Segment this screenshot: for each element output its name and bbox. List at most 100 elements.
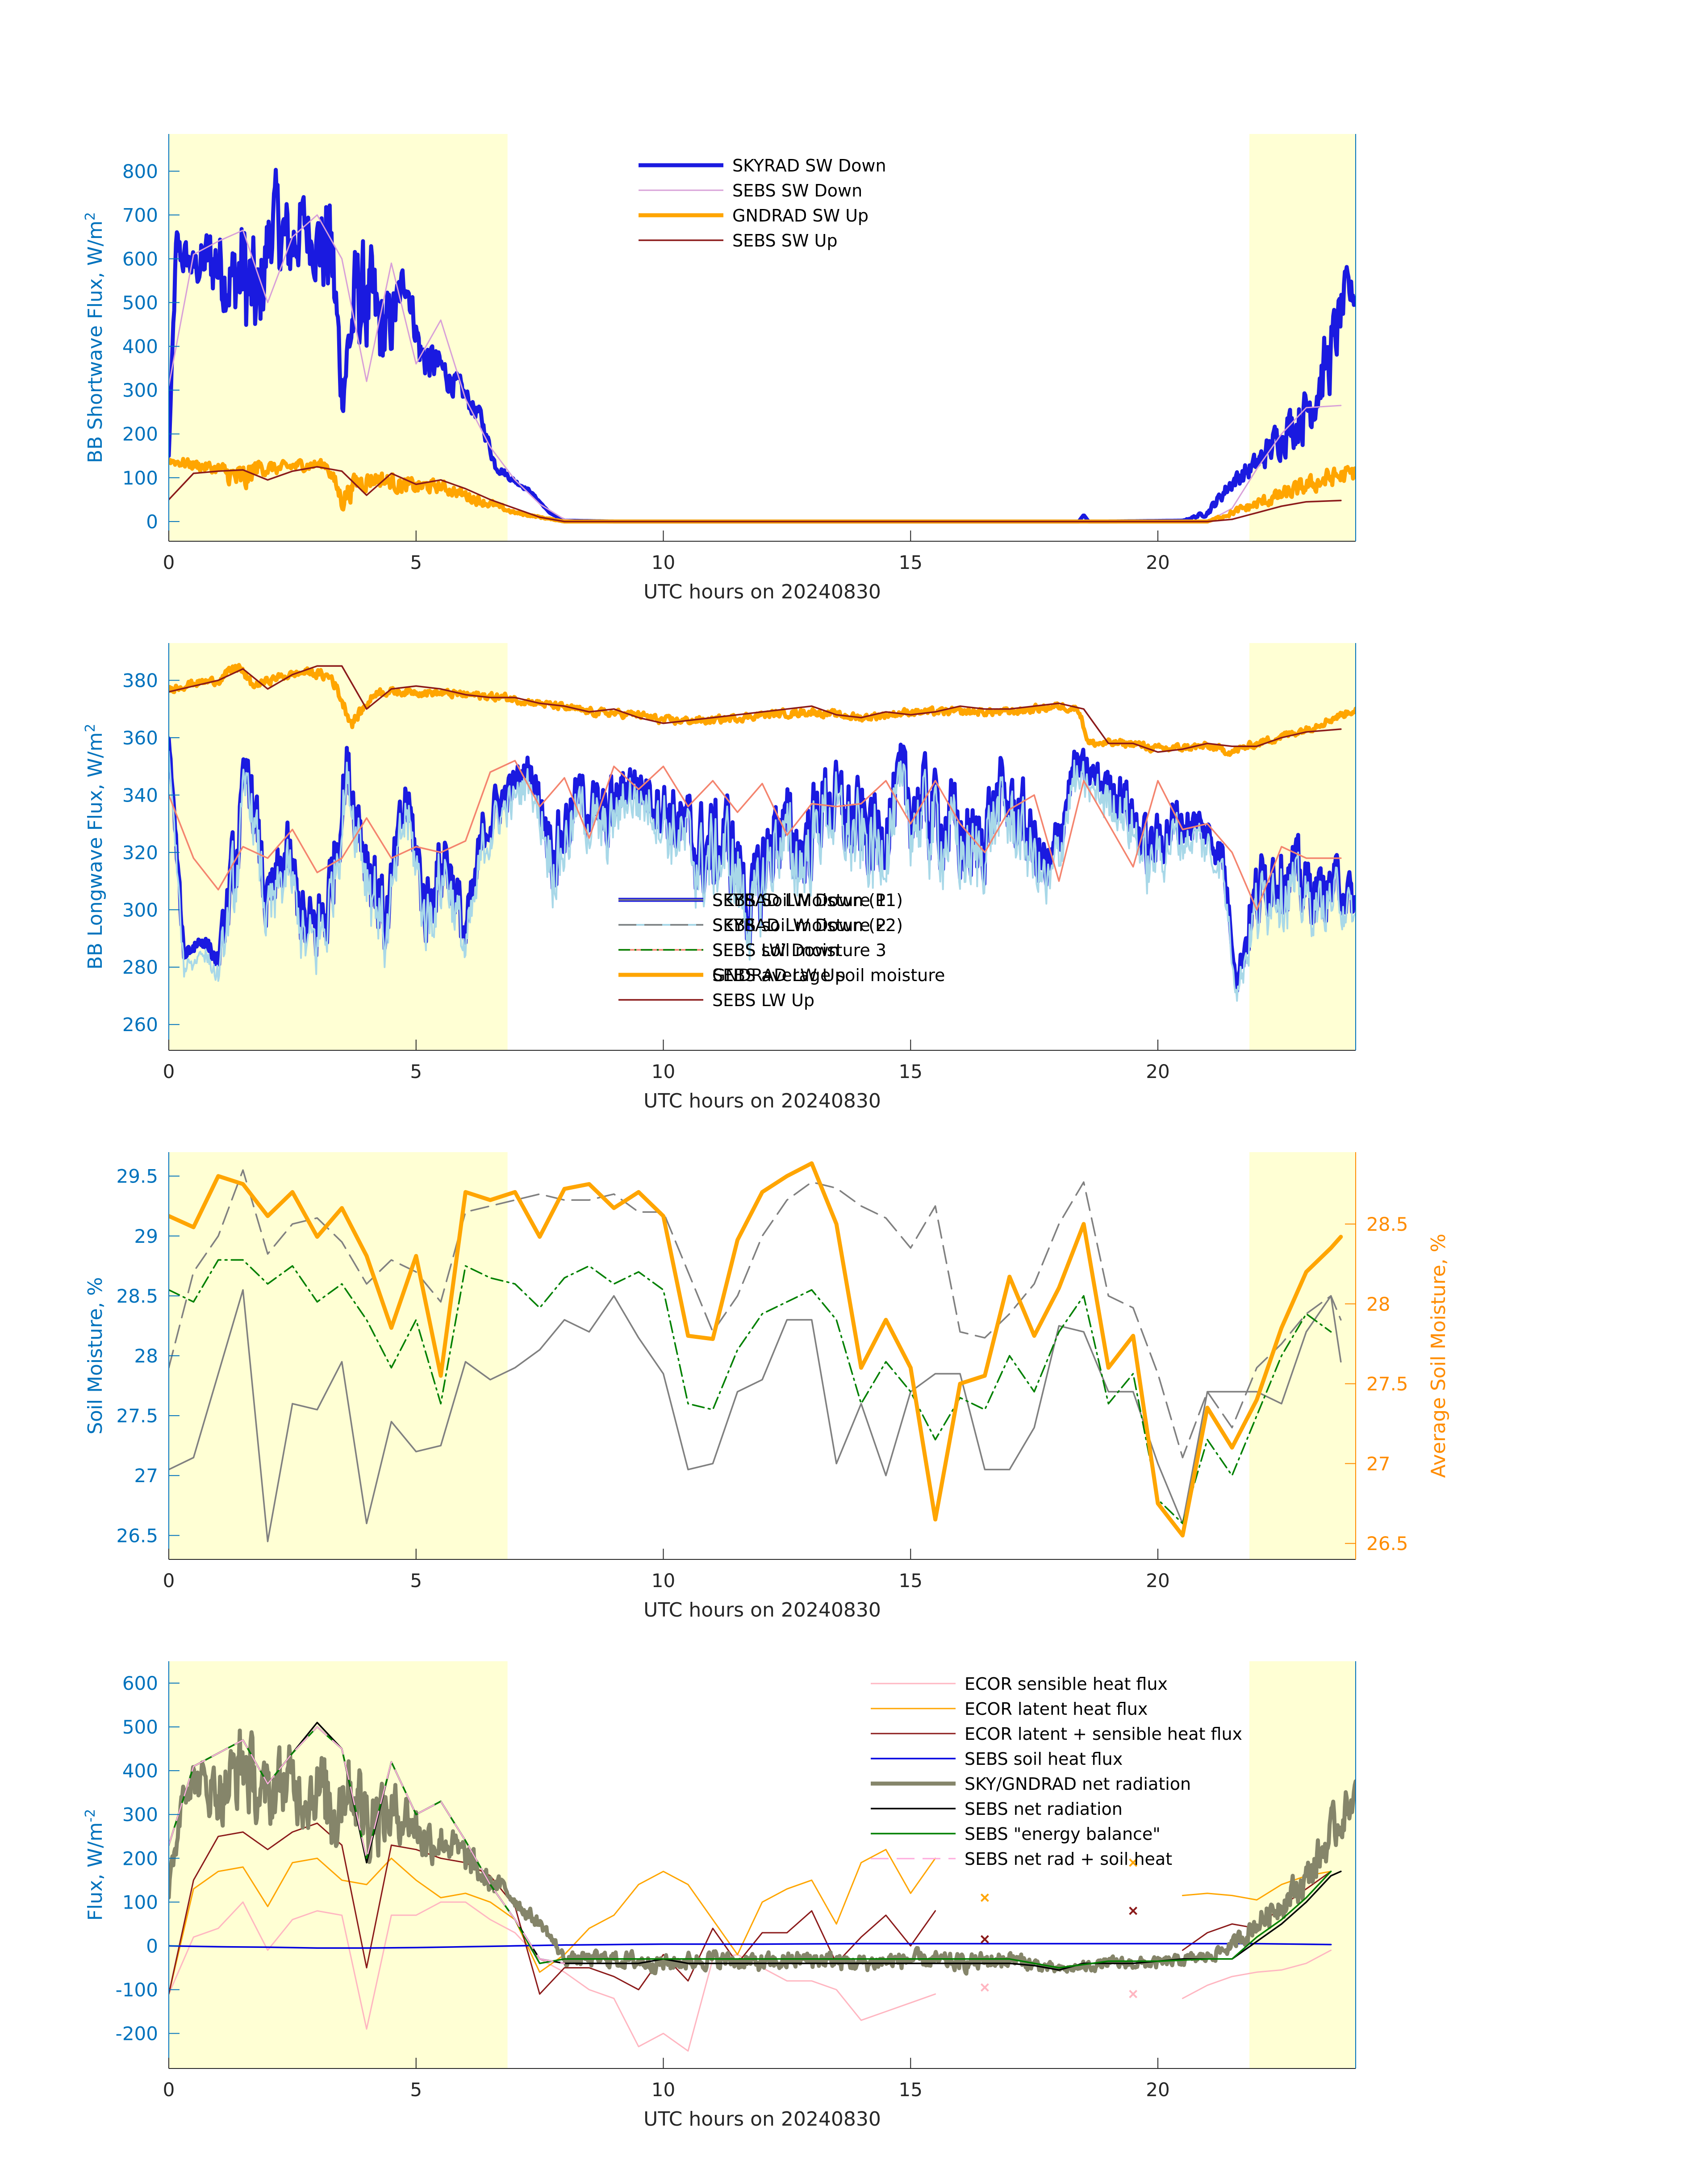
data-marker: [980, 1983, 989, 1992]
y-tick-label: 400: [122, 1760, 158, 1782]
series-sm-2: [169, 1259, 1332, 1525]
legend-sw: SKYRAD SW Down SEBS SW Down GNDRAD SW Up SE…: [639, 156, 886, 251]
x-tick-label: 20: [1146, 552, 1169, 573]
plot-area: [169, 1722, 1356, 2052]
legend-entry: SKYRAD LW Down (P2): [712, 915, 903, 935]
x-axis-label: UTC hours on 20240830: [643, 581, 881, 603]
chart-flux: 0 5 10 15 20 UTC hours on 20240830 -200 -100 0 10…: [83, 1661, 1356, 2131]
series-lw-1: [169, 750, 1356, 1002]
series-line: [169, 760, 1342, 911]
series-line: [169, 1161, 1343, 1538]
chart-sm: 0 5 10 15 20 UTC hours on 20240830 26.5 27 27.5 2…: [84, 890, 1450, 1621]
y-axis-label: BB Longwave Flux, W/m2: [83, 724, 107, 970]
y-tick-label: 700: [122, 204, 158, 226]
y-tick-label: 28.5: [116, 1285, 158, 1307]
x-axis-label: UTC hours on 20240830: [643, 1090, 881, 1112]
series-sm-3: [169, 1161, 1343, 1538]
series-flux-7: [169, 1726, 565, 1964]
legend-entry: SEBS net rad + soil heat: [965, 1849, 1172, 1869]
y-tick-label: 500: [122, 1716, 158, 1738]
series-line: [169, 1901, 936, 2052]
y-tick-label: 320: [122, 842, 158, 864]
y-axis-label-superscript: 2: [83, 724, 98, 732]
y-right-tick-label: 27.5: [1366, 1373, 1408, 1395]
legend-flux: ECOR sensible heat flux ECOR latent heat …: [871, 1674, 1242, 1869]
x-tick-label: 10: [651, 1061, 675, 1082]
x-tick-label: 15: [899, 1061, 923, 1082]
plot-area: [169, 167, 1356, 524]
plot-area: [169, 1161, 1343, 1542]
x-tick-label: 20: [1146, 1570, 1169, 1592]
x-tick-label: 0: [163, 1570, 175, 1592]
x-tick-label: 10: [651, 1570, 675, 1592]
y-tick-label: 400: [122, 336, 158, 358]
x-tick-label: 0: [163, 1061, 175, 1082]
legend-entry: SEBS net radiation: [965, 1799, 1123, 1819]
legend-entry: ECOR latent heat flux: [965, 1699, 1148, 1719]
y-tick-label: 300: [122, 1804, 158, 1826]
x-tick-label: 5: [410, 1061, 422, 1082]
night-shading-1: [1249, 643, 1356, 1050]
data-marker: [1129, 1858, 1138, 1867]
y-axis-label: BB Shortwave Flux, W/m2: [83, 212, 107, 463]
y-axis-right-label: Average Soil Moisture, %: [1427, 1233, 1450, 1478]
legend-entry: SEBS LW Down: [712, 940, 839, 960]
legend-entry: SEBS LW Up: [712, 990, 814, 1010]
legend-entry: SEBS average soil moisture: [712, 965, 945, 985]
y-axis-label-text: BB Shortwave Flux, W/m: [84, 221, 107, 463]
night-shading-1: [1249, 1152, 1356, 1559]
legend-entry: SEBS soil moisture 3: [712, 940, 886, 960]
x-tick-label: 0: [163, 2079, 175, 2101]
series-line: [169, 1259, 1332, 1525]
series-line: [169, 750, 1356, 1002]
y-tick-label: 29: [134, 1225, 158, 1247]
chart-lw: 0 5 10 15 20 UTC hours on 20240830 260 280 300 32…: [83, 643, 1356, 1112]
series-line: [169, 214, 1342, 522]
series-sw-3: [169, 466, 1342, 522]
legend-entry: GNDRAD SW Up: [732, 206, 869, 226]
x-tick-label: 5: [410, 552, 422, 573]
series-line: [169, 1726, 565, 1964]
series-line: [169, 1169, 1342, 1458]
night-shading-1: [1249, 1661, 1356, 2068]
y-tick-label: 100: [122, 1891, 158, 1913]
legend-entry: SKYRAD SW Down: [732, 156, 886, 175]
legend-entry: SEBS SW Down: [732, 181, 862, 201]
series-lw-4: [169, 665, 1342, 753]
x-tick-label: 20: [1146, 2079, 1169, 2101]
y-tick-label: 200: [122, 1847, 158, 1869]
y-tick-label: 260: [122, 1014, 158, 1036]
legend-lw: SKYRAD LW Down (P1) SKYRAD LW Down (P2) SE…: [618, 890, 903, 1010]
data-marker: [1129, 1906, 1138, 1915]
x-tick-label: 15: [899, 552, 923, 573]
y-tick-label: -200: [116, 2023, 158, 2045]
series-line: [169, 466, 1342, 522]
series-sm-1: [169, 1169, 1342, 1458]
y-right-tick-label: 27: [1366, 1453, 1390, 1475]
series-lw-3: [169, 663, 1356, 757]
series-line: [169, 1943, 1332, 1949]
y-axis-label: Flux, W/m-2: [83, 1809, 107, 1921]
y-tick-label: 340: [122, 784, 158, 806]
x-tick-label: 5: [410, 2079, 422, 2101]
data-marker: [1129, 1989, 1138, 1998]
series-lw-2: [169, 760, 1342, 911]
y-tick-label: 300: [122, 380, 158, 401]
y-right-tick-label: 28: [1366, 1293, 1390, 1315]
y-axis-label-text: Soil Moisture, %: [84, 1277, 107, 1434]
legend-entry: SEBS Soil Moisture 1: [712, 890, 886, 910]
y-tick-label: 100: [122, 467, 158, 489]
series-line: [169, 665, 1342, 753]
night-shading-0: [169, 1152, 508, 1559]
series-line: [169, 1289, 1342, 1542]
legend-entry: ECOR latent + sensible heat flux: [965, 1724, 1242, 1744]
y-tick-label: 360: [122, 727, 158, 749]
series-flux-3: [169, 1943, 1332, 1949]
y-tick-label: 300: [122, 899, 158, 921]
legend-entry: SKYRAD LW Down (P1): [712, 890, 903, 910]
legend-entry: SEBS SW Up: [732, 231, 837, 251]
data-marker: [980, 1893, 989, 1902]
y-axis-label-superscript: -2: [83, 1809, 98, 1822]
x-axis-label: UTC hours on 20240830: [643, 2108, 881, 2131]
